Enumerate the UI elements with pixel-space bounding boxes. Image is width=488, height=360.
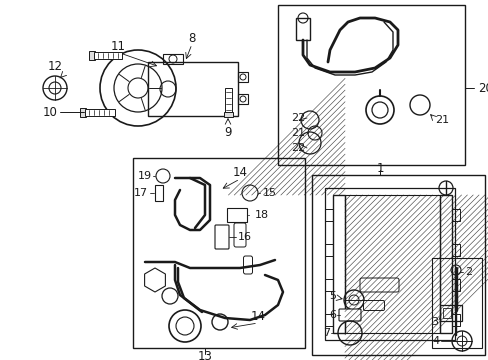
FancyBboxPatch shape [359,278,398,292]
Text: 17: 17 [134,188,148,198]
FancyBboxPatch shape [215,225,228,249]
Text: 4: 4 [432,336,439,346]
FancyBboxPatch shape [338,309,360,321]
Text: 2: 2 [464,267,471,277]
Bar [451,244,459,256]
Text: 15: 15 [263,188,276,198]
Text: 13: 13 [197,351,212,360]
Text: 7: 7 [322,328,329,338]
Bar [133,158,305,348]
Text: 8: 8 [188,31,195,45]
Bar [226,208,246,222]
Bar [148,62,238,116]
Text: 22: 22 [290,113,305,123]
Bar [80,108,86,117]
Bar [332,195,345,333]
Text: 9: 9 [224,126,231,139]
Bar [439,195,451,333]
Text: 10: 10 [42,105,57,118]
Bar [238,72,247,82]
Bar [325,188,454,340]
Bar [89,50,95,59]
Text: 14: 14 [232,166,247,179]
Bar [439,305,461,321]
Text: 19: 19 [138,171,152,181]
Text: 16: 16 [238,232,251,242]
Text: 14: 14 [250,310,265,323]
Bar [451,209,459,221]
Text: 21: 21 [434,115,448,125]
FancyBboxPatch shape [363,301,384,310]
Text: 18: 18 [254,210,268,220]
Bar [451,314,459,326]
Text: 5: 5 [328,291,335,301]
Bar [94,51,122,58]
Bar [223,112,232,117]
Bar [238,94,247,104]
Bar [451,279,459,291]
Bar [295,18,309,40]
Bar [431,258,481,348]
Bar [163,54,183,64]
Text: 1: 1 [375,162,383,175]
Bar [311,175,484,355]
Text: 20: 20 [477,81,488,94]
FancyBboxPatch shape [234,223,245,247]
Bar [325,279,332,291]
Text: 3: 3 [430,317,437,327]
Text: 11: 11 [110,40,125,53]
Bar [155,185,163,201]
Bar [325,244,332,256]
Bar [442,308,450,318]
Bar [345,195,439,333]
Bar [325,314,332,326]
Text: 6: 6 [328,310,335,320]
Bar [278,5,464,165]
Bar [325,209,332,221]
Text: 21: 21 [290,128,305,138]
Bar [85,108,115,116]
Text: 22: 22 [290,143,305,153]
Bar [224,88,231,112]
Text: 12: 12 [47,60,62,73]
FancyBboxPatch shape [243,256,252,274]
